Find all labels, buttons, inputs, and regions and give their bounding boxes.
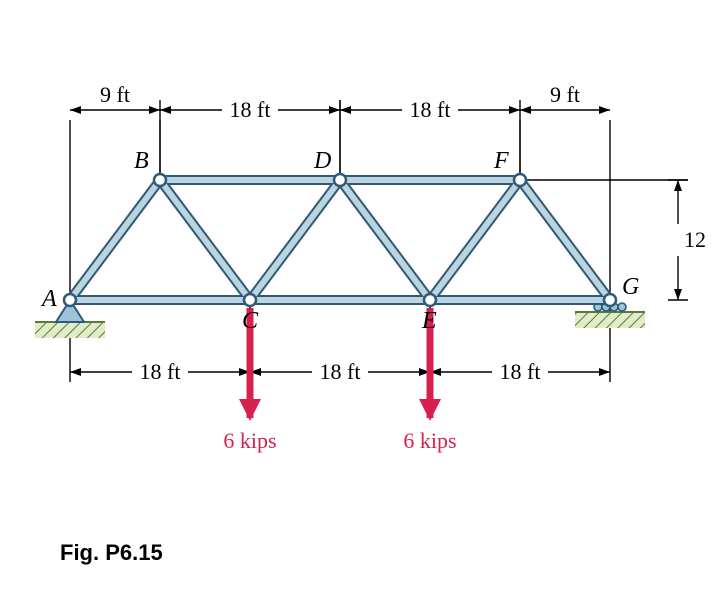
node-F (514, 174, 526, 186)
node-label-C: C (242, 308, 259, 334)
svg-text:18 ft: 18 ft (230, 97, 271, 122)
truss-diagram: 9 ft 18 ft 18 ft 9 ft 18 ft 18 ft 18 ft 12 ft 6 … (20, 20, 712, 590)
svg-text:18 ft: 18 ft (500, 359, 541, 384)
load-label: 6 kips (223, 428, 276, 453)
svg-text:9 ft: 9 ft (100, 82, 130, 107)
ground (35, 312, 645, 338)
node-label-B: B (134, 148, 149, 174)
node-A (64, 294, 76, 306)
svg-text:18 ft: 18 ft (410, 97, 451, 122)
node-C (244, 294, 256, 306)
load-label: 6 kips (403, 428, 456, 453)
node-label-E: E (421, 308, 437, 334)
svg-text:18 ft: 18 ft (140, 359, 181, 384)
svg-text:18 ft: 18 ft (320, 359, 361, 384)
svg-text:9 ft: 9 ft (550, 82, 580, 107)
node-label-A: A (40, 286, 57, 312)
labels: A B C D E F G Fig. P6.15 (40, 148, 639, 565)
node-B (154, 174, 166, 186)
node-label-G: G (622, 274, 639, 300)
members-outer (70, 180, 610, 300)
figure-caption: Fig. P6.15 (60, 540, 163, 565)
node-G (604, 294, 616, 306)
svg-text:12 ft: 12 ft (684, 227, 712, 252)
dimensions: 9 ft 18 ft 18 ft 9 ft 18 ft 18 ft 18 ft 12 ft (70, 82, 712, 384)
node-E (424, 294, 436, 306)
node-label-D: D (313, 148, 331, 174)
node-label-F: F (493, 148, 509, 174)
node-D (334, 174, 346, 186)
